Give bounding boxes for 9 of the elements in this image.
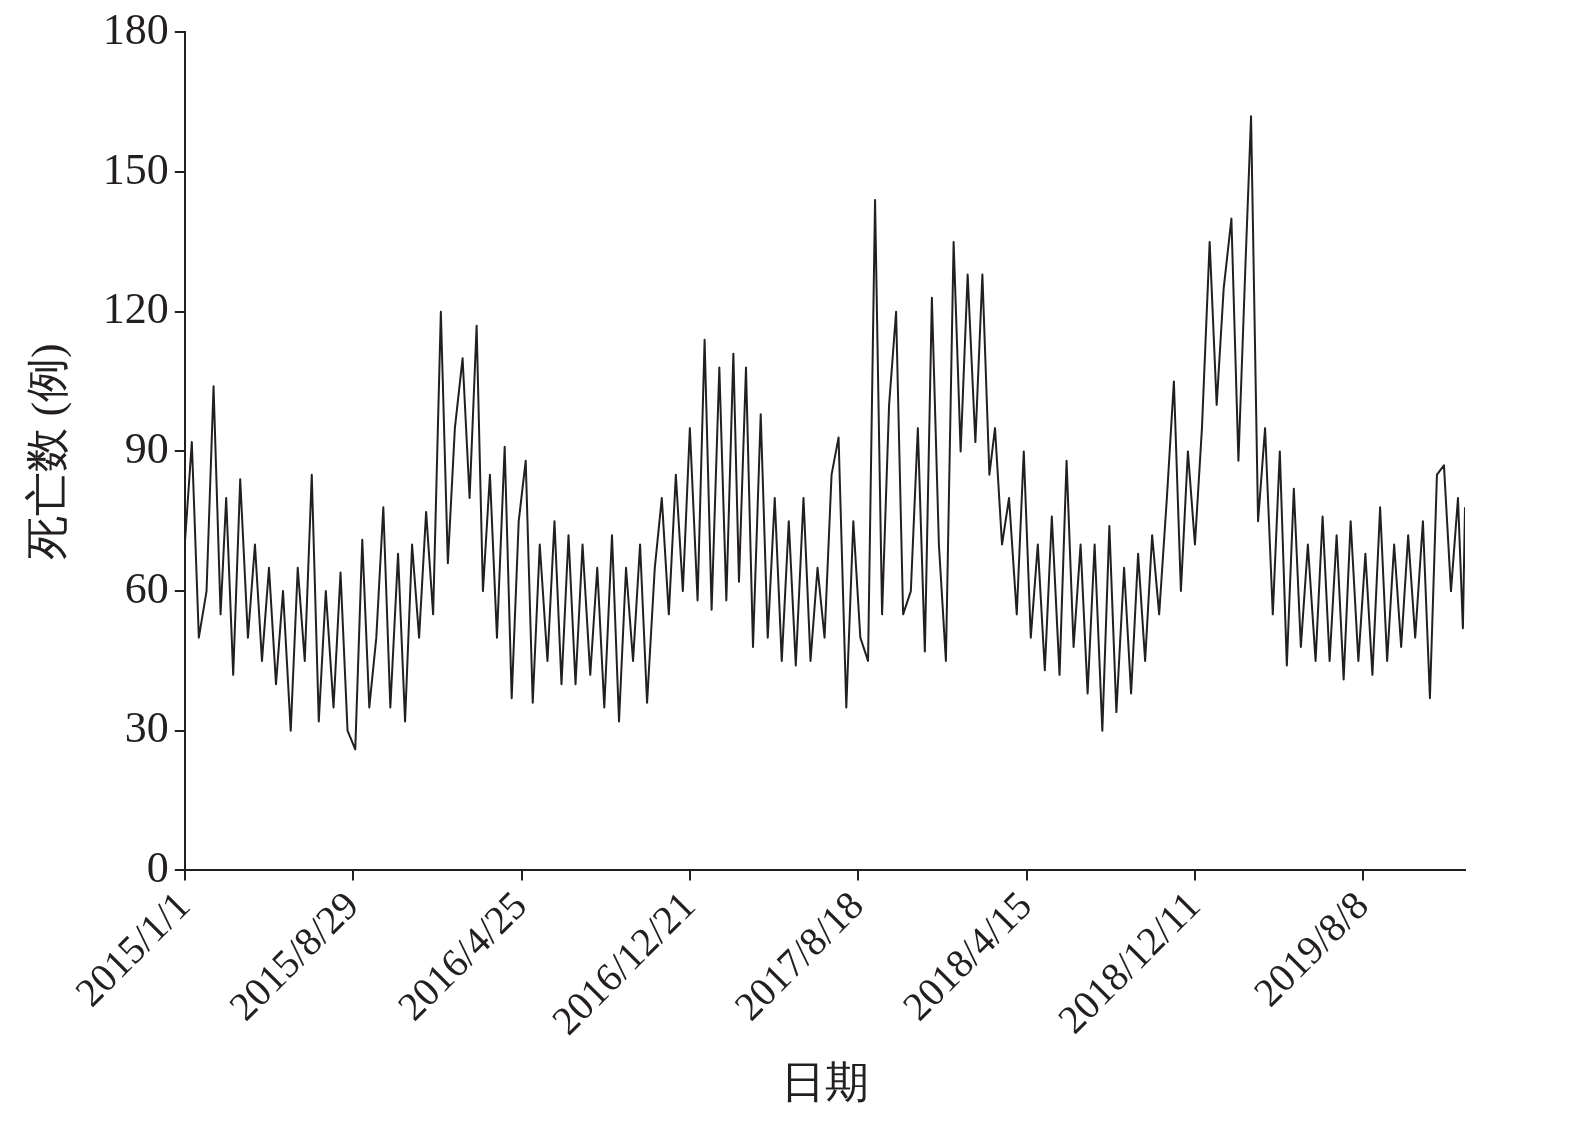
y-tick-label: 0: [146, 842, 169, 892]
y-tick-label: 120: [102, 284, 169, 334]
y-tick-label: 150: [102, 144, 169, 194]
y-axis-title: 死亡数 (例): [22, 343, 72, 560]
y-tick-label: 90: [124, 423, 169, 473]
y-tick-label: 60: [124, 563, 169, 613]
y-tick-label: 180: [102, 4, 169, 54]
x-axis-title: 日期: [780, 1058, 869, 1108]
y-tick-label: 30: [124, 703, 169, 753]
